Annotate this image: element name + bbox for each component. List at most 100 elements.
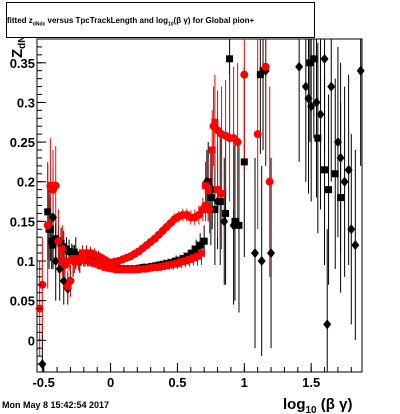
data-point-square — [193, 252, 201, 260]
data-point-square — [61, 259, 69, 267]
x-axis-label: log10 (β γ) — [283, 396, 352, 414]
plot-area-border — [36, 38, 363, 373]
data-point-diamond — [333, 137, 342, 148]
data-point-square — [177, 258, 185, 266]
data-point-square — [207, 194, 215, 202]
data-point-square — [208, 146, 216, 154]
timestamp-label: Mon May 8 15:42:54 2017 — [2, 400, 110, 410]
data-point-diamond — [323, 319, 332, 330]
data-point-square — [117, 266, 125, 274]
data-point-square — [97, 262, 105, 270]
data-point-square — [196, 241, 204, 249]
data-point-diamond — [304, 93, 313, 104]
data-point-square — [149, 263, 157, 271]
data-point-square — [153, 263, 161, 271]
data-point-square — [198, 249, 206, 257]
x-tick-label: 0 — [107, 375, 114, 390]
data-point-square — [77, 255, 85, 263]
data-point-diamond — [51, 256, 60, 266]
data-point-square — [165, 261, 173, 269]
data-point-diamond — [229, 220, 238, 231]
data-point-square — [101, 263, 109, 271]
x-tick-label: 0.5 — [168, 375, 186, 390]
data-point-diamond — [251, 248, 260, 259]
x-tick-label: -0.5 — [32, 375, 54, 390]
data-point-square — [218, 190, 226, 198]
data-point-square — [113, 266, 121, 274]
data-point-circle — [58, 245, 67, 254]
data-point-diamond — [307, 101, 316, 112]
chart-title-box: fitted zdNdx versus TpcTrackLength and l… — [6, 2, 315, 38]
data-point-square — [306, 59, 314, 67]
data-point-diamond — [49, 212, 58, 223]
data-point-square — [231, 217, 239, 225]
data-point-square — [109, 265, 117, 273]
data-point-square — [145, 264, 153, 272]
data-point-square — [105, 264, 113, 272]
data-point-square — [321, 166, 329, 174]
data-point-diamond — [301, 81, 310, 92]
y-axis-ticks: 0 0.05 0.1 0.15 0.2 0.25 0.3 0.35 — [10, 46, 46, 365]
data-point-square — [337, 194, 345, 202]
data-point-square — [222, 209, 230, 217]
data-point-square — [188, 249, 196, 257]
data-point-diamond — [347, 224, 356, 235]
data-point-square — [169, 260, 177, 268]
y-tick-label: 0 — [28, 333, 35, 348]
y-tick-label: 0.25 — [10, 135, 35, 150]
data-point-square — [161, 262, 169, 270]
x-tick-label: 1.5 — [302, 375, 320, 390]
data-point-square — [46, 225, 54, 233]
data-point-square — [211, 205, 219, 213]
data-point-square — [49, 241, 57, 249]
x-tick-label: 1 — [241, 375, 248, 390]
data-point-circle — [240, 70, 249, 79]
data-point-diamond — [316, 109, 325, 120]
data-point-square — [93, 260, 101, 268]
data-point-square — [44, 208, 52, 216]
data-point-square — [81, 256, 89, 264]
data-point-circle — [233, 138, 242, 147]
y-tick-label: 0.05 — [10, 294, 35, 309]
data-point-diamond — [327, 81, 336, 92]
data-point-square — [256, 71, 264, 79]
data-point-diamond — [38, 359, 47, 370]
data-point-circle — [253, 130, 262, 139]
data-point-square — [137, 265, 145, 273]
data-point-square — [48, 237, 56, 245]
y-tick-label: 0.1 — [17, 254, 35, 269]
data-point-circle — [43, 221, 52, 230]
data-point-square — [133, 266, 141, 274]
data-point-square — [240, 158, 248, 166]
data-point-square — [325, 186, 333, 194]
data-point-diamond — [295, 61, 304, 72]
data-markers — [35, 53, 365, 370]
data-point-square — [204, 186, 212, 194]
data-point-square — [314, 134, 322, 142]
y-tick-label: 0.35 — [10, 56, 35, 71]
data-point-circle — [54, 237, 63, 246]
data-point-square — [235, 221, 243, 229]
data-point-square — [202, 182, 210, 190]
data-point-square — [226, 55, 234, 63]
data-point-square — [129, 266, 137, 274]
y-tick-label: 0.15 — [10, 214, 35, 229]
data-point-square — [200, 237, 208, 245]
data-point-diamond — [312, 97, 321, 108]
data-point-diamond — [340, 176, 349, 187]
data-point-circle — [205, 205, 214, 214]
x-axis-ticks: -0.5 0 0.5 1 1.5 — [32, 363, 352, 390]
data-point-circle — [51, 181, 60, 190]
data-point-diamond — [220, 216, 229, 227]
data-point-circle — [38, 280, 47, 289]
data-point-square — [173, 259, 181, 267]
data-point-square — [189, 254, 197, 262]
data-point-diamond — [213, 196, 222, 207]
data-point-diamond — [344, 164, 353, 175]
data-point-square — [331, 170, 339, 178]
y-tick-label: 0.2 — [17, 175, 35, 190]
error-bars — [39, 39, 362, 372]
data-point-square — [65, 257, 73, 265]
data-point-diamond — [320, 53, 329, 64]
